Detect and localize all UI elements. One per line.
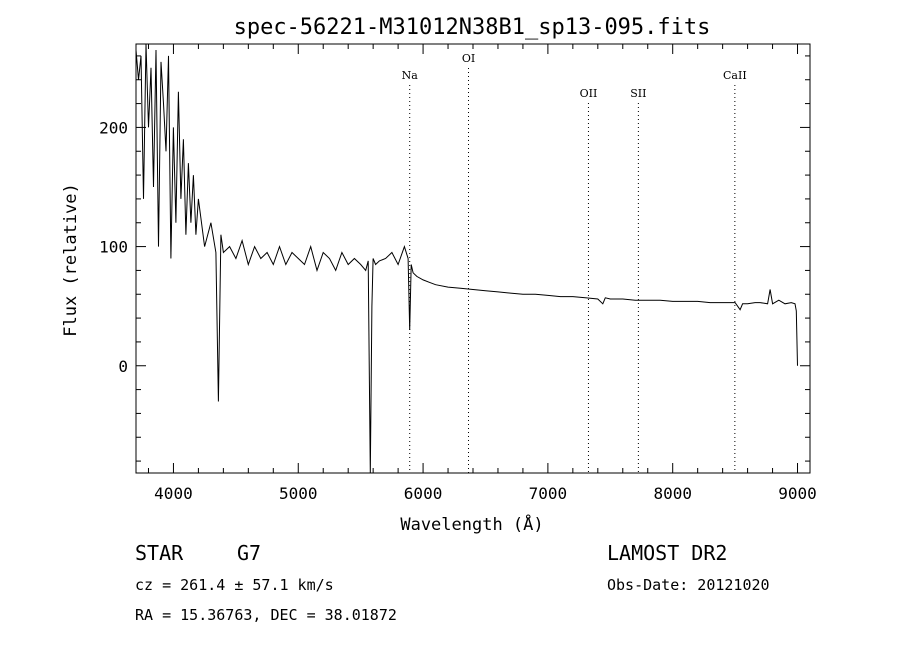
redshift-velocity: cz = 261.4 ± 57.1 km/s (135, 576, 334, 594)
y-axis-label: Flux (relative) (61, 183, 81, 337)
x-tick-label: 6000 (404, 484, 443, 503)
object-subclass: G7 (237, 541, 261, 565)
chart-title: spec-56221-M31012N38B1_sp13-095.fits (234, 15, 711, 40)
plot-area: 4000 5000 6000 7000 8000 9000 0 100 200 Na OI OII SI… (99, 43, 817, 503)
sky-coordinates: RA = 15.36763, DEC = 38.01872 (135, 606, 397, 624)
spectral-line-label: SII (630, 87, 646, 100)
survey-name: LAMOST DR2 (607, 541, 727, 565)
spectral-line-label: OI (462, 52, 475, 65)
x-tick-label: 5000 (279, 484, 318, 503)
x-tick-label: 8000 (653, 484, 692, 503)
observation-date: Obs-Date: 20121020 (607, 576, 770, 594)
x-tick-label: 4000 (154, 484, 193, 503)
spectral-line-label: Na (402, 69, 419, 82)
spectral-line-label: CaII (723, 69, 747, 82)
y-tick-label: 200 (99, 118, 128, 137)
spectrum-line (135, 43, 798, 474)
x-tick-label: 9000 (778, 484, 817, 503)
x-tick-label: 7000 (529, 484, 568, 503)
y-tick-label: 0 (118, 357, 128, 376)
x-axis-label: Wavelength (Å) (400, 513, 543, 535)
plot-frame (135, 43, 811, 474)
spectral-line-label: OII (580, 87, 598, 100)
y-tick-label: 100 (99, 238, 128, 257)
object-class: STAR (135, 541, 184, 565)
